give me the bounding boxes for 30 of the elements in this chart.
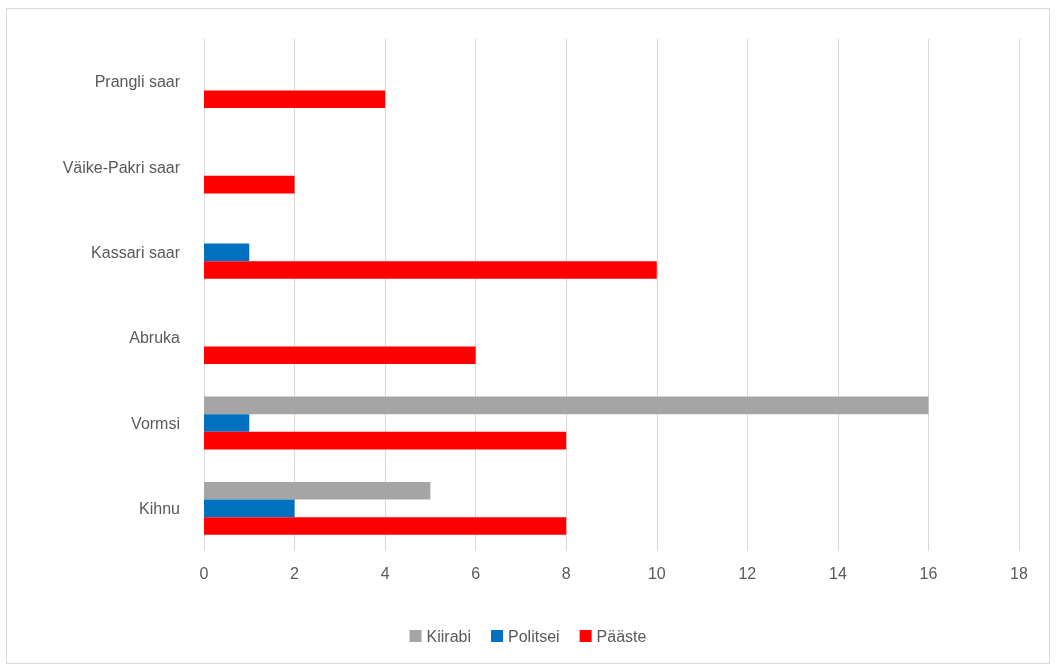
- x-tick-label: 14: [828, 564, 847, 582]
- bar: [204, 261, 657, 279]
- x-tick-label: 12: [738, 564, 757, 582]
- x-tick-label: 6: [471, 564, 481, 582]
- y-tick-label: Prangli saar: [94, 73, 181, 91]
- x-tick-label: 18: [1010, 564, 1028, 582]
- y-tick-label: Abruka: [129, 329, 181, 347]
- y-tick-label: Väike-Pakri saar: [62, 158, 181, 176]
- y-tick-label: Vormsi: [131, 414, 180, 432]
- x-tick-label: 8: [561, 564, 571, 582]
- bar: [204, 481, 431, 500]
- x-tick-label: 16: [919, 564, 938, 582]
- bar: [204, 431, 567, 450]
- x-tick-label: 10: [647, 564, 666, 582]
- y-tick-label: Kassari saar: [91, 243, 181, 261]
- bar: [204, 175, 295, 194]
- bar: [204, 517, 567, 535]
- x-tick-label: 4: [380, 564, 390, 582]
- legend-label: Pääste: [596, 627, 647, 645]
- x-tick-label: 0: [199, 564, 209, 582]
- bar: [204, 243, 250, 262]
- bar: [204, 346, 476, 365]
- bar: [204, 396, 929, 415]
- bar: [204, 499, 295, 518]
- y-tick-label: Kihnu: [139, 499, 180, 517]
- legend-label: Politsei: [508, 627, 560, 645]
- bar: [204, 414, 250, 432]
- legend-label: Kiirabi: [426, 627, 472, 645]
- bar: [204, 90, 386, 109]
- x-tick-label: 2: [290, 564, 300, 582]
